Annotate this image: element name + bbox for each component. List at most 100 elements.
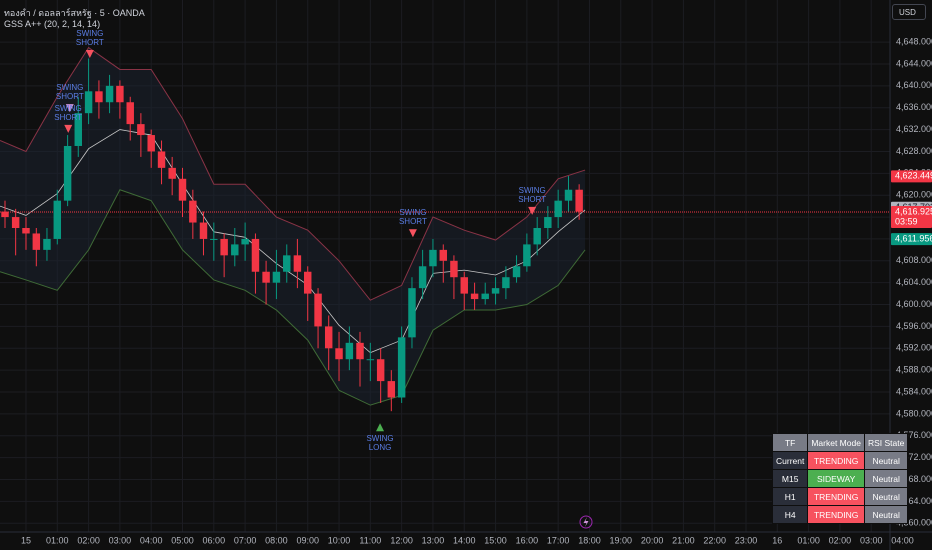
y-tick-label: 4,576.000: [896, 430, 932, 440]
table-cell: H1: [771, 487, 809, 506]
x-tick-label: 21:00: [672, 535, 695, 545]
band-fill: [0, 47, 586, 406]
candle-body: [460, 277, 468, 294]
price-label-box: [891, 170, 932, 183]
candle-body: [450, 260, 458, 278]
table-row: M15 SIDEWAY Neutral: [771, 469, 909, 488]
y-tick-label: 4,584.000: [896, 386, 932, 396]
x-tick-label: 09:00: [296, 535, 319, 545]
candle-body: [251, 238, 260, 272]
candle-body: [262, 271, 270, 283]
candle-body: [178, 178, 187, 201]
countdown: 03:59: [895, 216, 918, 226]
signal-label: SWING SHORT: [75, 28, 104, 47]
symbol-title: ทองคำ / ดอลลาร์สหรัฐ · 5 · OANDA: [4, 8, 145, 18]
candle-body: [376, 359, 385, 382]
x-tick-label: 02:00: [77, 535, 100, 545]
x-tick-label: 02:00: [829, 535, 852, 545]
price-label-box: [891, 233, 932, 246]
table-cell: Current: [771, 451, 809, 470]
candle-body: [397, 337, 406, 398]
signal-marker: [376, 423, 385, 432]
candle-body: [429, 249, 437, 267]
x-tick-label: 14:00: [453, 535, 476, 545]
x-tick-label: 03:00: [109, 535, 132, 545]
table-header-cell: RSI State: [863, 433, 909, 452]
y-tick-label: 4,568.000: [896, 474, 932, 484]
table-cell: Neutral: [863, 451, 909, 470]
candle-body: [32, 233, 41, 250]
event-icon[interactable]: [579, 515, 593, 529]
x-tick-label: 06:00: [203, 535, 226, 545]
signal-label: SWING SHORT: [398, 208, 427, 227]
x-tick-label: 16: [772, 535, 782, 545]
candle-body: [564, 189, 573, 201]
candle-body: [366, 359, 375, 361]
signal-marker: [64, 124, 73, 133]
table-cell: H4: [771, 505, 809, 524]
table-cell: TRENDING: [807, 505, 865, 524]
candle-body: [502, 277, 510, 289]
table-header-cell: TF: [771, 433, 809, 452]
candle-body: [231, 244, 239, 256]
x-tick-label: 20:00: [641, 535, 664, 545]
currency-button[interactable]: USD: [892, 4, 926, 20]
y-tick-label: 4,628.000: [896, 146, 932, 156]
band-upper: [0, 46, 586, 301]
x-tick-label: 01:00: [46, 535, 69, 545]
x-tick-label: 04:00: [140, 535, 163, 545]
candle-body: [168, 167, 176, 179]
x-tick-label: 16:00: [516, 535, 539, 545]
candle-body: [387, 381, 396, 398]
x-tick-label: 22:00: [703, 535, 726, 545]
table-row: H4 TRENDING Neutral: [771, 505, 909, 524]
candle-body: [324, 326, 333, 349]
price-label: 4,623.449: [895, 171, 932, 181]
x-tick-label: 11:00: [359, 535, 381, 545]
signal-label: SWING SHORT: [54, 103, 83, 122]
signal-marker: [85, 49, 94, 58]
x-tick-label: 07:00: [234, 535, 257, 545]
table-header-cell: Market Mode: [807, 433, 865, 452]
price-label: 4,611.956: [895, 234, 932, 244]
y-tick-label: 4,592.000: [896, 343, 932, 353]
x-tick-label: 08:00: [265, 535, 288, 545]
table-cell: Neutral: [863, 469, 909, 488]
y-tick-label: 4,596.000: [896, 321, 932, 331]
signal-marker: [65, 104, 74, 113]
table-cell: TRENDING: [807, 451, 865, 470]
band-lower: [0, 189, 586, 406]
signal-marker: [408, 229, 417, 238]
event-icon: [583, 517, 589, 527]
table-cell: SIDEWAY: [807, 469, 865, 488]
x-tick-label: 04:00: [891, 535, 914, 545]
candle-body: [22, 228, 30, 234]
x-tick-label: 15:00: [484, 535, 507, 545]
candle-body: [11, 217, 20, 228]
candle-body: [1, 211, 9, 218]
candle-body: [356, 342, 364, 360]
y-tick-label: 4,648.000: [896, 36, 932, 46]
candle-body: [283, 255, 291, 272]
candle-body: [575, 189, 583, 212]
y-tick-label: 4,608.000: [896, 255, 932, 265]
table-header-row: TF Market Mode RSI State: [771, 433, 909, 452]
candle-body: [544, 217, 552, 228]
price-label: 4,616.925: [895, 206, 932, 216]
candle-body: [63, 145, 72, 201]
candle-body: [147, 135, 155, 152]
indicator-title: GSS A++ (20, 2, 14, 14): [4, 19, 101, 29]
candle-body: [74, 113, 82, 146]
status-table: TF Market Mode RSI State Current TRENDING Neu…: [771, 433, 909, 524]
x-tick-label: 05:00: [171, 535, 194, 545]
candle-body: [189, 200, 197, 223]
x-tick-label: 01:00: [797, 535, 820, 545]
x-tick-label: 19:00: [610, 535, 633, 545]
candle-body: [523, 244, 531, 267]
table-cell: M15: [771, 469, 809, 488]
candle-body: [126, 102, 134, 125]
candle-body: [533, 228, 541, 245]
candle-body: [84, 91, 93, 114]
y-tick-label: 4,600.000: [896, 299, 932, 309]
candle-body: [210, 238, 218, 240]
